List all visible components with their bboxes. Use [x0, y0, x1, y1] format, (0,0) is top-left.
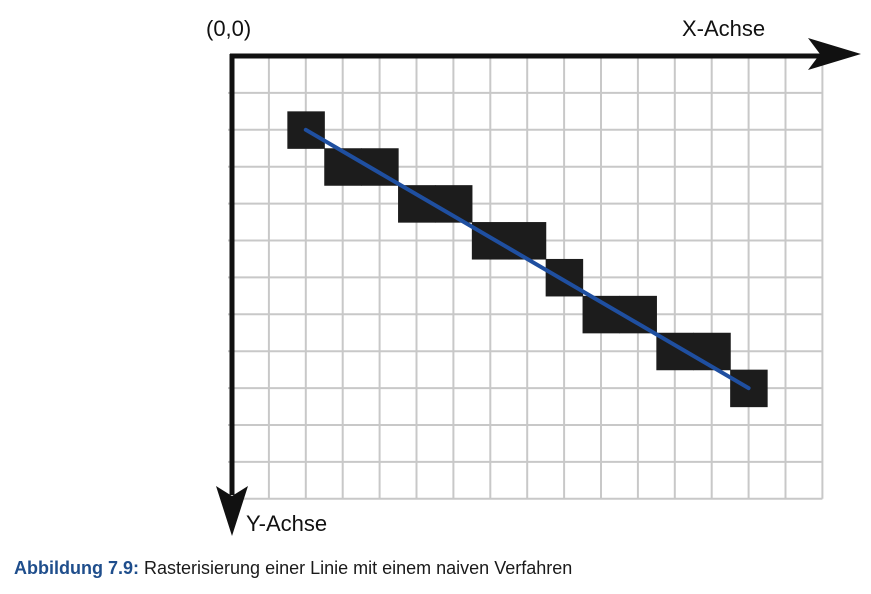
raster-pixel: [508, 222, 547, 260]
caption-text: Rasterisierung einer Linie mit einem nai…: [144, 558, 573, 578]
x-axis: [230, 38, 861, 70]
raster-pixel: [324, 148, 362, 186]
y-axis-label: Y-Achse: [246, 511, 327, 536]
x-axis-arrowhead: [808, 38, 861, 70]
x-axis-label: X-Achse: [682, 16, 765, 41]
y-axis-arrowhead: [216, 486, 248, 536]
origin-label: (0,0): [206, 16, 251, 41]
pixel-grid: [228, 56, 824, 500]
figure-caption: Abbildung 7.9: Rasterisierung einer Lini…: [14, 558, 572, 579]
raster-pixel: [545, 258, 584, 297]
raster-pixel: [693, 332, 731, 371]
caption-label: Abbildung 7.9:: [14, 558, 139, 578]
ideal-line: [303, 127, 751, 391]
y-axis: [216, 54, 248, 536]
